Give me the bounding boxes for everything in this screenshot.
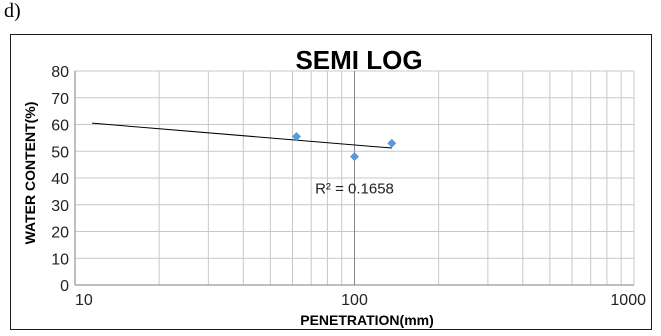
y-tick-label: 80 <box>51 64 69 81</box>
x-tick-label: 10 <box>75 292 93 309</box>
x-tick-label: 1000 <box>610 292 646 309</box>
y-tick-label: 30 <box>51 198 69 215</box>
data-point <box>387 138 397 148</box>
r-squared-label: R² = 0.1658 <box>315 181 394 198</box>
panel-label: d) <box>4 0 21 22</box>
tick-layer: 0 10 20 30 40 50 60 70 80 10 100 1000 <box>51 64 646 309</box>
y-tick-label: 60 <box>51 118 69 135</box>
y-tick-label: 20 <box>51 225 69 242</box>
data-point <box>291 132 301 142</box>
x-tick-label: 100 <box>341 292 368 309</box>
data-point <box>350 152 359 162</box>
trend-layer <box>91 122 392 149</box>
trendline <box>91 122 392 149</box>
chart-title: SEMI LOG <box>295 45 422 75</box>
axis-layer <box>74 71 634 286</box>
x-axis-title: PENETRATION(mm) <box>300 312 434 328</box>
y-tick-label: 0 <box>60 278 69 295</box>
grid-layer <box>75 70 635 285</box>
chart-svg: 0 10 20 30 40 50 60 70 80 10 100 1000 SEMI LOG PENE… <box>22 45 646 328</box>
y-tick-label: 70 <box>51 91 69 108</box>
annotation-layer: R² = 0.1658 <box>315 181 394 198</box>
y-tick-label: 10 <box>51 251 69 268</box>
point-layer <box>291 132 397 162</box>
y-axis-title: WATER CONTENT(%) <box>22 102 38 245</box>
y-tick-label: 40 <box>51 171 69 188</box>
y-tick-label: 50 <box>51 144 69 161</box>
chart-frame: 0 10 20 30 40 50 60 70 80 10 100 1000 SEMI LOG PENE… <box>10 34 652 330</box>
